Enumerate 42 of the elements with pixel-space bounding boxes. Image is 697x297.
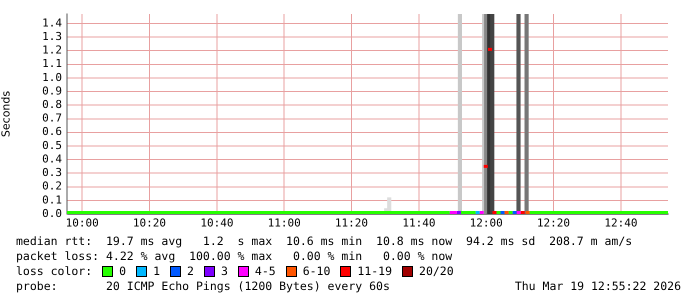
x-tick-label: 10:20 (132, 216, 166, 230)
x-tick-label: 10:00 (66, 216, 99, 230)
y-tick-label: 0.1 (42, 193, 62, 206)
y-tick-label: 0.8 (42, 98, 62, 112)
y-tick-label: 0.5 (42, 138, 62, 152)
bar (524, 14, 529, 214)
x-tick-label: 11:00 (268, 216, 301, 230)
y-tick-label: 1.3 (42, 30, 62, 43)
y-tick-label: 0.0 (42, 206, 62, 220)
text: packet loss: 4.22 % avg 100.00 % max 0.00 % min 0.00 % now (16, 249, 452, 263)
legend-label: 20/20 (419, 264, 454, 278)
y-tick-label: 0.2 (42, 180, 62, 193)
bar (490, 14, 494, 214)
x-tick-label: 11:20 (334, 216, 368, 230)
bar (458, 14, 462, 214)
text: median rtt: 19.7 ms avg 1.2 s max 10.6 ms min 10.8 ms now 94.2 ms sd 208.7 m am/s (16, 234, 632, 248)
y-tick-label: 1.0 (42, 70, 62, 84)
y-tick-label: 0.3 (42, 166, 62, 180)
x-tick-label: 11:40 (402, 216, 436, 230)
legend-title: loss color: (16, 264, 92, 278)
x-tick-label: 10:40 (200, 216, 234, 230)
x-tick-label: 12:40 (604, 216, 638, 230)
x-tick-label: 12:20 (536, 216, 570, 230)
y-tick-label: 0.9 (42, 84, 62, 98)
y-tick-label: 0.6 (42, 125, 62, 138)
y-tick-label: 1.1 (42, 57, 62, 70)
x-tick-label: 12:00 (470, 216, 503, 230)
text: probe: 20 ICMP Echo Pings (1200 Bytes) every 60s (16, 279, 390, 293)
y-axis-title: Seconds (0, 90, 12, 138)
y-tick-label: 1.4 (42, 16, 62, 30)
legend-label: 1 (153, 264, 160, 278)
bar (516, 14, 521, 214)
legend-label: 0 (119, 264, 126, 278)
text: Thu Mar 19 12:55:22 2026 (514, 279, 681, 293)
legend-label: 3 (220, 264, 228, 278)
legend-label: 6-10 (302, 264, 330, 278)
y-tick-label: 1.2 (42, 44, 62, 57)
y-tick-label: 0.4 (42, 152, 62, 166)
legend-label: 2 (187, 264, 194, 278)
legend-label: 4-5 (254, 264, 276, 278)
legend-label: 11-19 (357, 264, 392, 278)
y-tick-label: 0.7 (42, 112, 62, 125)
